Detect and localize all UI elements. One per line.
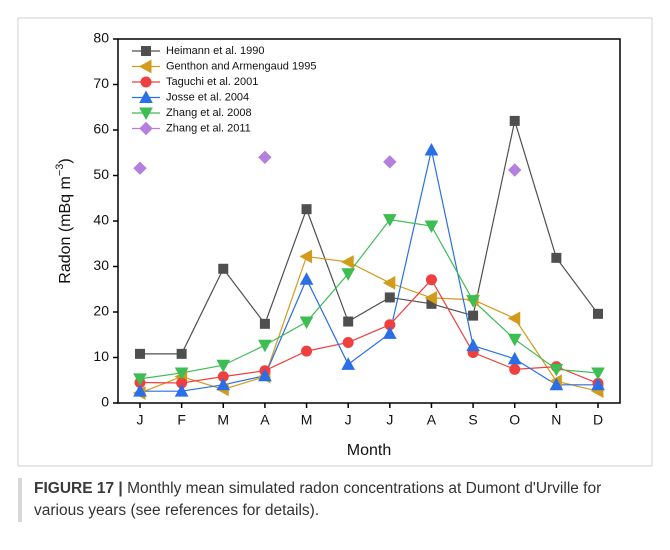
- data-point: [133, 384, 147, 397]
- x-tick-label: J: [345, 412, 352, 428]
- data-point: [466, 338, 480, 352]
- data-point: [468, 310, 479, 321]
- x-tick-label: F: [177, 412, 186, 428]
- data-point: [508, 163, 522, 177]
- legend-label: Taguchi et al. 2001: [166, 76, 258, 88]
- data-point: [299, 272, 314, 285]
- x-tick-label: S: [468, 412, 477, 428]
- y-label-text: Radon (mBq m: [57, 176, 74, 284]
- y-tick-label: 70: [93, 75, 109, 91]
- data-point: [216, 359, 231, 373]
- data-point: [301, 345, 313, 357]
- data-point: [343, 316, 354, 327]
- data-point: [507, 333, 522, 347]
- legend-marker: [139, 107, 153, 121]
- data-point: [174, 367, 189, 381]
- data-point: [551, 252, 562, 263]
- legend-label: Josse et al. 2004: [166, 91, 249, 103]
- data-point: [341, 268, 356, 281]
- data-point: [425, 274, 437, 286]
- data-point: [424, 142, 439, 156]
- data-point: [384, 292, 395, 303]
- data-point: [382, 276, 396, 290]
- x-tick-label: M: [301, 412, 313, 428]
- caption-text: Monthly mean simulated radon concentrati…: [34, 480, 602, 519]
- x-tick-label: A: [260, 412, 270, 428]
- data-point: [591, 377, 605, 391]
- data-point: [424, 220, 439, 234]
- data-point: [218, 263, 229, 274]
- x-tick-label: M: [217, 412, 229, 428]
- y-axis-label: Radon (mBq m−3): [54, 158, 74, 283]
- data-point: [507, 351, 522, 365]
- data-point: [176, 348, 187, 359]
- data-point: [509, 115, 520, 126]
- x-axis-label: Month: [347, 442, 391, 459]
- data-point: [509, 363, 521, 375]
- legend-marker: [138, 59, 152, 74]
- y-tick-label: 80: [93, 30, 109, 46]
- y-tick-label: 10: [93, 348, 109, 364]
- data-point: [258, 368, 272, 382]
- data-point: [258, 339, 272, 353]
- caption: FIGURE 17 | Monthly mean simulated radon…: [18, 478, 646, 522]
- y-tick-label: 40: [93, 212, 109, 228]
- data-point: [133, 161, 147, 175]
- series-line: [139, 255, 599, 394]
- data-point: [133, 373, 147, 386]
- legend-marker: [141, 46, 151, 56]
- legend-label: Genthon and Armengaud 1995: [166, 60, 316, 72]
- data-point: [382, 214, 397, 227]
- legend-marker: [140, 76, 152, 88]
- x-tick-label: J: [137, 412, 144, 428]
- legend-label: Zhang et al. 2008: [166, 107, 252, 119]
- data-point: [258, 150, 272, 165]
- data-point: [259, 318, 270, 329]
- legend-label: Zhang et al. 2011: [166, 122, 251, 134]
- data-point: [135, 348, 145, 359]
- x-tick-label: A: [427, 412, 437, 428]
- data-point: [591, 367, 605, 381]
- data-point: [593, 308, 603, 319]
- legend-marker: [139, 121, 153, 136]
- data-point: [301, 204, 312, 215]
- y-label-sup: −3: [54, 164, 66, 177]
- y-label-text: ): [57, 158, 74, 163]
- data-point: [507, 311, 521, 326]
- data-point: [174, 384, 189, 397]
- data-point: [299, 249, 313, 264]
- data-point: [341, 357, 356, 370]
- data-point: [341, 255, 354, 269]
- data-point: [424, 291, 437, 305]
- caption-label: FIGURE 17 |: [34, 480, 123, 497]
- y-tick-label: 30: [93, 257, 109, 273]
- y-tick-label: 60: [93, 121, 109, 137]
- x-tick-label: J: [386, 412, 393, 428]
- chart: Month Radon (mBq m−3) 0 10 20 30 40 50 60 70 80 J…: [17, 17, 653, 467]
- series-line: [140, 118, 599, 355]
- data-point: [342, 336, 354, 348]
- data-point: [216, 377, 231, 391]
- series-line: [139, 278, 599, 384]
- data-point: [549, 363, 564, 377]
- series-line: [139, 218, 599, 380]
- y-tick-label: 20: [93, 303, 109, 319]
- series-line: [140, 149, 598, 392]
- x-tick-label: D: [593, 412, 603, 428]
- data-point: [383, 155, 397, 169]
- y-tick-label: 0: [101, 394, 109, 410]
- data-point: [466, 295, 480, 308]
- data-point: [549, 377, 564, 391]
- legend-marker: [139, 90, 153, 103]
- data-point: [299, 316, 314, 330]
- x-tick-label: N: [551, 412, 561, 428]
- data-point: [382, 326, 397, 339]
- legend-label: Heimann et al. 1990: [166, 45, 264, 57]
- y-tick-label: 50: [93, 166, 109, 182]
- figure-frame: [17, 17, 653, 467]
- x-tick-label: O: [509, 412, 520, 428]
